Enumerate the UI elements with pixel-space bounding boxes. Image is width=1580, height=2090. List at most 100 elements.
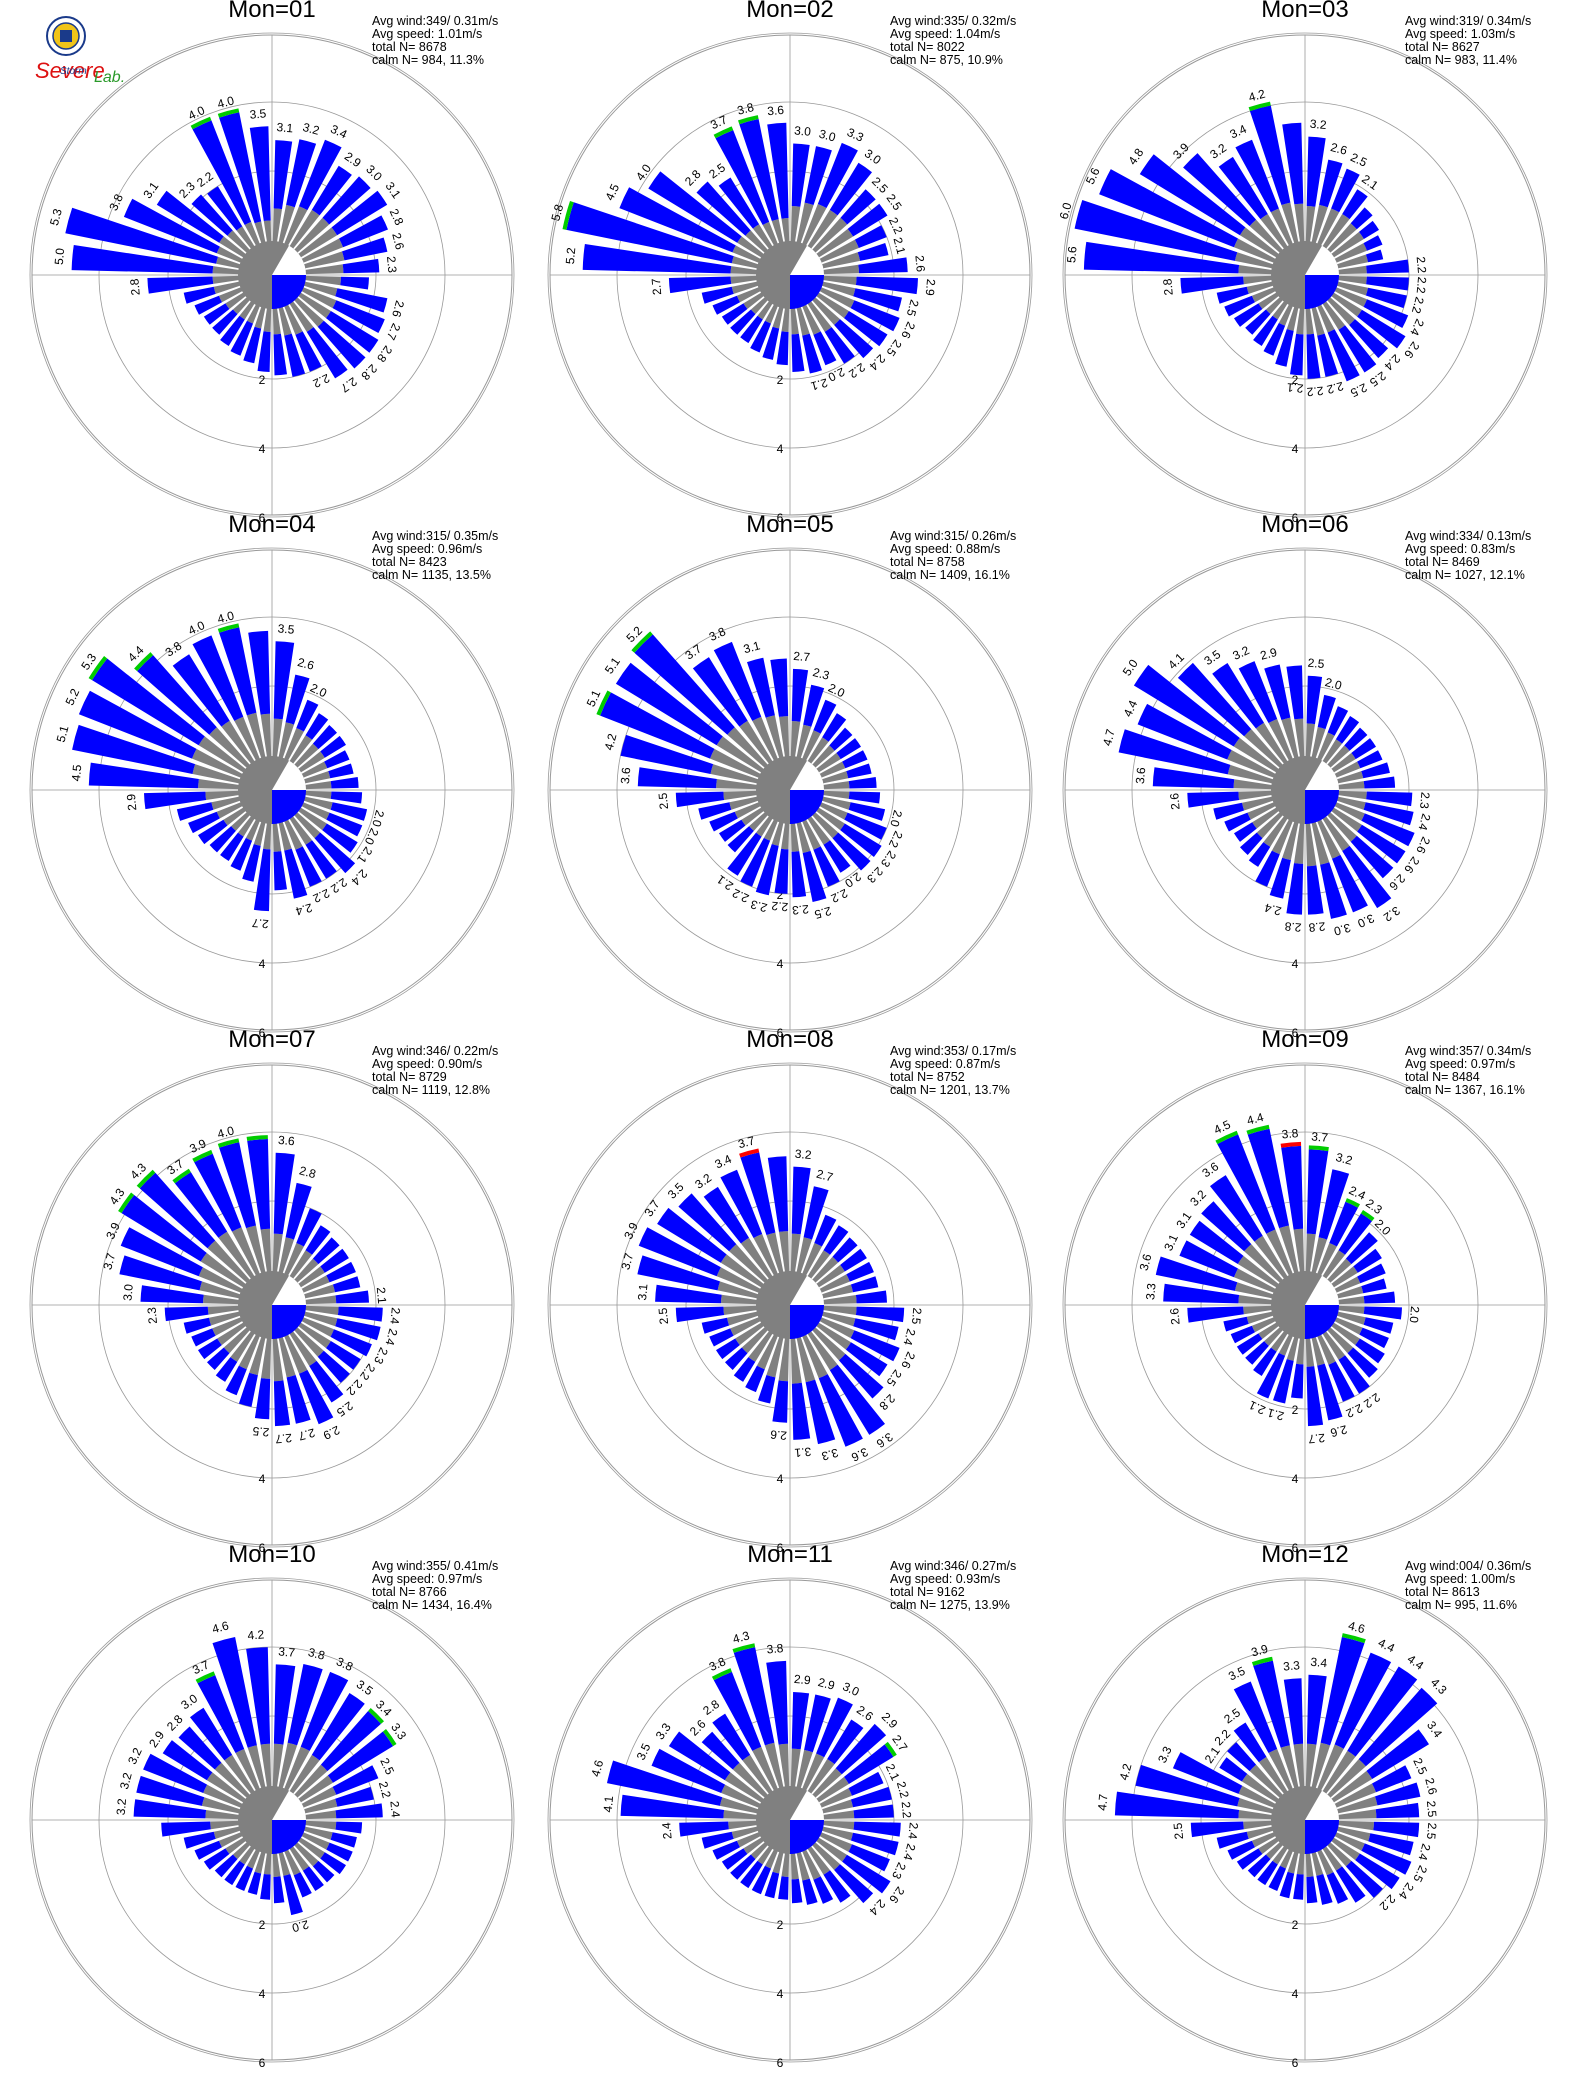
bar-value-label: 2.6	[1329, 1422, 1349, 1440]
bar-calm-segment	[1329, 285, 1367, 307]
bar-speed-segment	[848, 777, 877, 789]
logo-text-severe: Severe	[35, 58, 105, 83]
radial-tick-label: 4	[259, 957, 266, 971]
bar-high-speed-segment	[134, 652, 154, 672]
bar-calm-segment	[213, 1825, 246, 1839]
bar-speed-segment	[197, 1675, 245, 1753]
bar-calm-segment	[1227, 750, 1281, 780]
bar-calm-segment	[234, 716, 262, 766]
chart-title: Mon=07	[228, 1026, 315, 1053]
bar-speed-segment	[1247, 1854, 1271, 1878]
bar-speed-segment	[620, 734, 714, 774]
bar-speed-segment	[1363, 776, 1396, 789]
bar-value-label: 2.5	[1424, 1822, 1439, 1840]
bar-calm-segment	[290, 1764, 328, 1802]
bar-speed-segment	[791, 1692, 810, 1750]
bar-calm-segment	[299, 781, 332, 790]
bar-value-label: 2.1	[1359, 172, 1381, 193]
bar-speed-segment	[224, 1860, 245, 1886]
bar-speed-segment	[634, 634, 735, 735]
bar-value-label: 2.5	[1424, 1800, 1439, 1818]
bar-value-label: 3.7	[190, 1657, 211, 1677]
bar-calm-segment	[804, 1841, 831, 1875]
calm-center-white	[1305, 245, 1339, 275]
bar-speed-segment	[320, 1248, 349, 1273]
bar-calm-segment	[282, 728, 304, 766]
bar-speed-segment	[678, 1193, 737, 1252]
bar-speed-segment	[273, 1664, 296, 1745]
bar-speed-segment	[1331, 168, 1360, 213]
stat-line: Avg speed: 1.03m/s	[1405, 27, 1515, 41]
bar-calm-segment	[212, 1315, 248, 1336]
bar-value-label: 4.0	[186, 618, 207, 638]
stat-line: Avg wind:346/ 0.22m/s	[372, 1044, 498, 1058]
bar-speed-segment	[1201, 1201, 1252, 1252]
bar-speed-segment	[273, 641, 295, 720]
bar-speed-segment	[1366, 791, 1413, 807]
bar-value-label: 3.8	[1281, 1126, 1299, 1141]
bar-speed-segment	[1306, 1366, 1324, 1427]
bar-calm-segment	[1252, 804, 1284, 829]
bar-calm-segment	[721, 1784, 766, 1810]
bar-value-label: 3.6	[767, 103, 785, 118]
calm-center-blue	[272, 790, 306, 824]
bar-calm-segment	[748, 1326, 776, 1362]
bar-speed-segment	[701, 1831, 734, 1849]
bar-calm-segment	[244, 221, 262, 251]
bar-value-label: 2.2	[376, 1780, 394, 1800]
bar-high-speed-segment	[1341, 1633, 1366, 1644]
bar-speed-segment	[844, 311, 888, 347]
bar-calm-segment	[282, 206, 308, 251]
bar-value-label: 3.2	[794, 1147, 812, 1162]
calm-center-white	[272, 760, 306, 790]
bar-high-speed-segment	[382, 1729, 397, 1747]
bar-calm-segment	[238, 811, 258, 837]
bar-speed-segment	[767, 1156, 789, 1232]
bar-calm-segment	[1296, 1847, 1305, 1875]
bar-value-label: 2.8	[358, 361, 380, 383]
bar-value-label: 3.7	[1311, 1129, 1329, 1144]
bar-speed-segment	[838, 1353, 884, 1399]
bar-speed-segment	[1316, 1874, 1333, 1905]
bar-speed-segment	[147, 276, 214, 294]
bar-value-label: 2.5	[252, 1424, 270, 1439]
bar-value-label: 3.2	[114, 1798, 129, 1816]
bar-calm-segment	[230, 1326, 258, 1362]
bar-calm-segment	[254, 221, 267, 249]
bar-speed-segment	[842, 750, 868, 769]
bar-calm-segment	[814, 1830, 852, 1852]
bar-speed-segment	[712, 295, 740, 315]
bar-extreme-speed-segment	[739, 1148, 760, 1158]
bar-value-label: 3.6	[277, 1133, 295, 1148]
bar-speed-segment	[668, 276, 732, 294]
bar-calm-segment	[790, 302, 799, 335]
bar-speed-segment	[326, 1842, 353, 1862]
bar-calm-segment	[717, 1281, 764, 1300]
bar-value-label: 2.2	[730, 886, 751, 906]
bar-speed-segment	[1227, 1840, 1255, 1860]
stat-line: Avg wind:315/ 0.35m/s	[372, 529, 498, 543]
bar-calm-segment	[779, 1231, 790, 1278]
bar-speed-segment	[1306, 1149, 1329, 1235]
bar-value-label: 2.6	[1401, 339, 1422, 361]
bar-speed-segment	[703, 1186, 749, 1244]
bar-speed-segment	[855, 276, 918, 295]
bar-speed-segment	[1317, 1363, 1343, 1421]
bar-calm-segment	[1323, 1323, 1354, 1354]
bar-value-label: 2.2	[1377, 1892, 1399, 1914]
bar-speed-segment	[840, 823, 882, 857]
bar-value-label: 5.8	[548, 203, 566, 223]
bar-calm-segment	[781, 817, 790, 850]
bar-calm-segment	[811, 1264, 845, 1291]
radial-tick-label: 4	[259, 1987, 266, 2001]
bar-speed-segment	[1327, 329, 1360, 382]
bar-calm-segment	[217, 1319, 251, 1346]
bar-speed-segment	[235, 1865, 253, 1891]
bar-value-label: 3.2	[301, 120, 321, 138]
bar-speed-segment	[1224, 295, 1255, 317]
bar-calm-segment	[816, 795, 851, 810]
bar-speed-segment	[842, 1854, 891, 1894]
calm-center-white	[272, 245, 306, 275]
